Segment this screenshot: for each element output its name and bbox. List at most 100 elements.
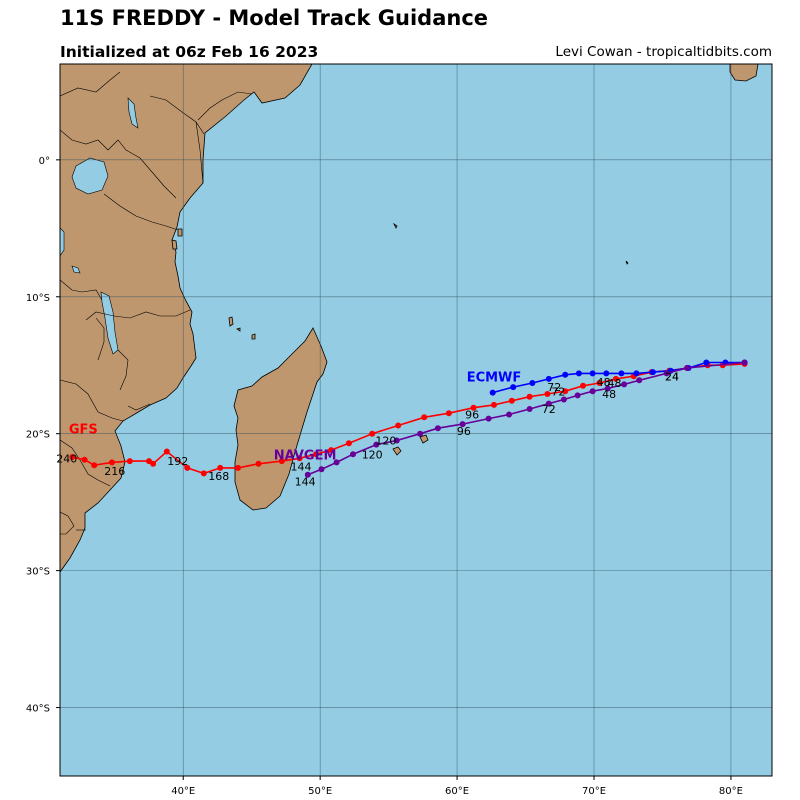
y-tick-label: 20°S	[26, 430, 50, 441]
gfs-hour-label: 96	[465, 409, 479, 422]
ecmwf-track-point	[545, 375, 552, 382]
gfs-track-point	[91, 462, 98, 469]
navgem-track-point	[526, 406, 533, 412]
ecmwf-track-point	[633, 370, 640, 377]
ecmwf-track-point	[589, 370, 596, 377]
gfs-track	[69, 360, 748, 477]
country-border	[103, 193, 179, 231]
gfs-track-point	[612, 375, 619, 382]
gfs-hour-label: 72	[551, 385, 565, 398]
navgem-track-point	[393, 437, 400, 444]
y-tick-label: 40°S	[26, 704, 50, 715]
lake-turkana	[127, 97, 139, 129]
lake-tanganyika	[60, 227, 65, 257]
gfs-hour-label: 144	[291, 461, 312, 474]
country-border	[117, 349, 129, 391]
navgem-track-line	[307, 361, 745, 476]
gfs-track-point	[445, 410, 452, 417]
navgem-track-point	[560, 396, 567, 403]
navgem-hour-label: 96	[457, 425, 471, 438]
country-border	[60, 379, 124, 422]
ecmwf-hour-label: 72	[547, 381, 561, 394]
ecmwf-track-point	[618, 370, 625, 377]
country-border	[60, 71, 121, 97]
navgem-track-point	[350, 451, 356, 458]
gfs-track-point	[508, 397, 515, 404]
gfs-track-point	[296, 455, 303, 462]
country-border	[197, 91, 253, 121]
navgem-track-point	[304, 471, 311, 478]
country-border	[127, 403, 151, 411]
gfs-hour-label: 216	[104, 465, 125, 478]
navgem-track-point	[459, 421, 466, 428]
gfs-track-point	[81, 456, 88, 463]
country-border	[60, 279, 103, 301]
gfs-hour-label: 24	[665, 370, 679, 383]
navgem-track-point	[506, 411, 513, 418]
navgem-track-point	[604, 385, 611, 392]
navgem-hour-label: 144	[295, 476, 316, 489]
ecmwf-track-point	[489, 389, 496, 396]
y-tick-label: 10°S	[26, 293, 50, 304]
x-tick-label: 40°E	[171, 786, 195, 797]
ecmwf-model-label: ECMWF	[467, 371, 522, 386]
gfs-track-point	[526, 393, 533, 400]
comoros-islands	[228, 316, 256, 340]
navgem-track-point	[485, 415, 492, 422]
gfs-track-point	[69, 454, 76, 460]
lakes-layer	[60, 97, 139, 355]
ecmwf-track-point	[703, 359, 710, 366]
navgem-track-point	[545, 400, 552, 407]
gfs-track-point	[544, 391, 551, 397]
gfs-hour-label: 168	[208, 470, 229, 483]
lake-victoria	[71, 157, 109, 195]
gfs-hour-label: 48	[608, 377, 622, 390]
gfs-track-point	[369, 430, 376, 437]
credit-text: Levi Cowan - tropicaltidbits.com	[555, 44, 772, 60]
ecmwf-hour-label: 48	[597, 376, 611, 389]
zanzibar-island	[171, 228, 183, 250]
ecmwf-track-point	[649, 369, 656, 376]
x-tick-label: 50°E	[308, 786, 332, 797]
gfs-track-point	[109, 459, 115, 466]
navgem-hour-label: 48	[602, 388, 616, 401]
lat-lon-gridlines	[60, 64, 772, 776]
navgem-track-point	[663, 370, 670, 377]
lake-malawi	[100, 291, 119, 355]
gfs-hour-label: 120	[375, 435, 396, 448]
ecmwf-track-line	[492, 361, 745, 394]
gfs-track-line	[72, 363, 745, 475]
gfs-track-point	[328, 447, 335, 454]
navgem-track-point	[621, 381, 628, 388]
navgem-track-point	[333, 459, 340, 466]
navgem-hour-label: 72	[542, 403, 556, 416]
ecmwf-track-point	[529, 380, 536, 386]
x-tick-label: 70°E	[582, 786, 606, 797]
reunion-island	[419, 434, 429, 444]
gfs-hour-label: 240	[56, 452, 77, 465]
init-time-subtitle: Initialized at 06z Feb 16 2023	[60, 43, 319, 61]
ecmwf-track-point	[575, 370, 582, 377]
gfs-track-point	[217, 464, 224, 471]
gfs-track-point	[255, 460, 262, 467]
ecmwf-track-point	[603, 370, 610, 377]
latitude-ticks: 0° 10°S 20°S 30°S 40°S	[26, 156, 60, 715]
gfs-track-point	[235, 464, 241, 471]
ecmwf-track-point	[562, 371, 569, 378]
gfs-hour-label: 192	[167, 455, 188, 468]
gfs-track-point	[395, 422, 402, 429]
gfs-track-point	[184, 464, 191, 471]
sri-lanka-island	[729, 64, 759, 82]
plot-frame	[59, 63, 773, 777]
gfs-model-label: GFS	[69, 423, 98, 438]
navgem-track-point	[318, 466, 325, 473]
navgem-track-point	[684, 365, 691, 371]
country-border	[95, 317, 105, 361]
country-border	[85, 309, 191, 321]
model-tracks	[69, 359, 748, 478]
country-border	[60, 511, 75, 535]
navgem-track-point	[741, 359, 748, 366]
gfs-track-point	[596, 380, 603, 386]
navgem-track	[304, 359, 748, 478]
